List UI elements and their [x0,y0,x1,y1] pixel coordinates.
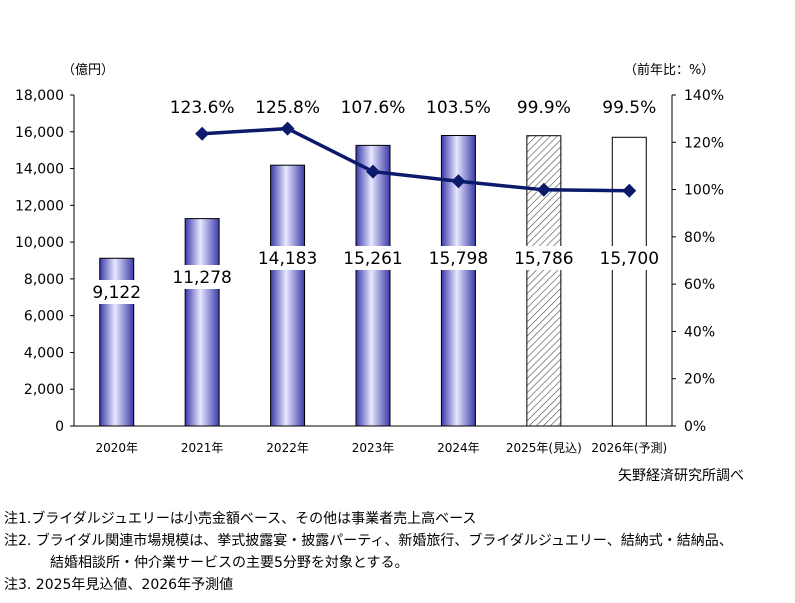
yoy-label: 125.8% [255,98,320,118]
bar-line-chart: （億円） （前年比：%） 0 2,000 4,000 6,000 8,000 10,000… [15,62,744,484]
left-tick-label: 12,000 [15,198,64,214]
yoy-label: 107.6% [341,98,406,118]
left-tick-label: 4,000 [24,345,64,361]
bar-value-label: 15,786 [514,249,573,269]
left-tick-label: 14,000 [15,162,64,178]
right-tick-label: 100% [684,183,724,199]
left-tick-label: 8,000 [24,272,64,288]
category-label: 2025年(見込) [506,441,582,455]
bar-value-label: 15,700 [600,249,659,269]
note-1: 注1.ブライダルジュエリーは小売金額ベース、その他は事業者売上高ベース [4,511,477,527]
bar-5 [526,135,562,427]
bar-label-bg [252,246,324,270]
right-tick-label: 80% [684,230,715,246]
bar-value-label: 11,278 [172,268,231,288]
note-2: 注2. ブライダル関連市場規模は、挙式披露宴・披露パーティ、新婚旅行、ブライダル… [4,533,733,549]
right-tick-label: 140% [684,88,724,104]
yoy-label: 123.6% [170,98,235,118]
right-tick-label: 0% [684,419,706,435]
yoy-marker-5 [536,182,551,197]
yoy-label: 99.9% [517,98,571,118]
bar-label-bg [593,246,665,270]
yoy-marker-2 [280,121,295,136]
left-axis-unit: （億円） [62,62,114,78]
right-tick-label: 40% [684,324,715,340]
footnotes: 注1.ブライダルジュエリーは小売金額ベース、その他は事業者売上高ベース 注2. … [4,508,789,596]
bar-label-bg [422,246,494,270]
category-label: 2022年 [266,441,309,455]
source-credit: 矢野経済研究所調べ [618,468,744,484]
bar-label-bg [86,280,147,304]
yoy-marker-4 [451,174,466,189]
left-tick-label: 18,000 [15,88,64,104]
left-tick-label: 6,000 [24,309,64,325]
bar-label-bg [166,265,238,289]
bar-value-label: 14,183 [258,249,317,269]
right-tick-label: 60% [684,277,715,293]
category-label: 2024年 [437,441,480,455]
left-tick-label: 16,000 [15,125,64,141]
category-label: 2020年 [95,441,138,455]
bar-2 [270,164,306,427]
left-tick-label: 2,000 [24,382,64,398]
bar-label-bg [337,246,409,270]
note-3: 注3. 2025年見込値、2026年予測値 [4,577,234,593]
yoy-line [202,126,630,193]
category-label: 2021年 [181,441,224,455]
yoy-label: 103.5% [426,98,491,118]
yoy-marker-1 [195,126,210,141]
bar-label-bg [508,246,580,270]
bar-6 [611,136,647,427]
right-tick-label: 120% [684,135,724,151]
right-tick-label: 20% [684,372,715,388]
bar-1 [184,218,220,427]
bar-3 [355,144,391,427]
category-label: 2023年 [352,441,395,455]
yoy-marker-3 [366,164,380,179]
left-tick-label: 0 [55,419,64,435]
yoy-label: 99.5% [602,98,656,118]
bar-value-label: 15,261 [343,249,402,269]
yoy-marker-6 [622,183,637,198]
note-2-continued: 結婚相談所・仲介業サービスの主要5分野を対象とする。 [50,555,409,571]
left-tick-label: 10,000 [15,235,64,251]
bar-value-label: 15,798 [429,249,488,269]
bar-value-label: 9,122 [92,283,141,303]
right-axis-unit: （前年比：%） [624,62,714,78]
category-label: 2026年(予測) [591,441,667,455]
